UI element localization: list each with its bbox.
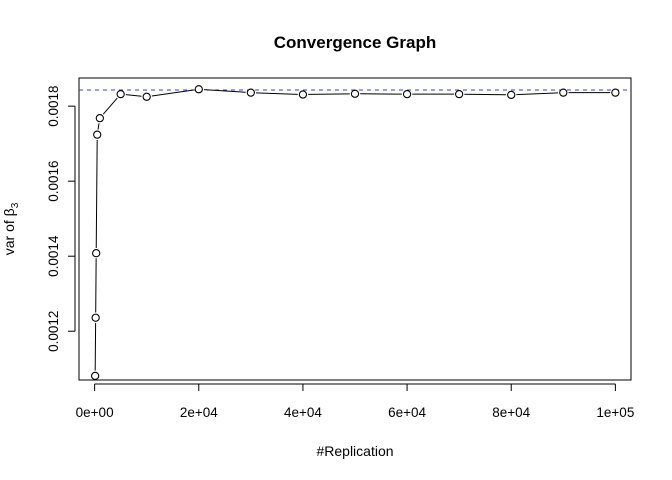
series-segment [308, 93, 350, 95]
series-segment [464, 93, 507, 96]
y-axis-label: var of β3 [1, 202, 21, 255]
y-axis-label-symbol: β [1, 208, 17, 216]
y-tick-label: 0.0012 [46, 311, 61, 352]
series-segment [516, 92, 559, 96]
y-tick-label: 0.0016 [46, 161, 61, 202]
y-axis-label-subscript: 3 [10, 202, 21, 208]
series-segment [203, 89, 246, 93]
data-point [142, 92, 151, 101]
y-axis: 0.0012 0.0014 0.0016 0.0018 [46, 85, 76, 352]
data-point [611, 88, 620, 97]
x-tick-label: 1e+05 [596, 405, 634, 420]
series-segment [97, 123, 100, 130]
series-segment [102, 97, 118, 115]
data-point [298, 90, 308, 99]
data-point [90, 371, 100, 381]
x-tick-label: 8e+04 [492, 405, 530, 420]
data-point [350, 89, 360, 98]
data-point [194, 85, 203, 94]
y-tick-label: 0.0014 [46, 235, 61, 277]
x-tick-label: 0e+00 [76, 405, 114, 420]
data-point [93, 130, 102, 139]
series-segment [95, 139, 98, 249]
data-point [116, 89, 125, 99]
chart-title: Convergence Graph [274, 33, 437, 52]
data-point [246, 88, 255, 97]
x-tick-label: 2e+04 [180, 405, 218, 420]
data-point [455, 89, 464, 99]
data-point [402, 89, 412, 99]
x-axis-label: #Replication [316, 443, 393, 459]
data-point [559, 88, 568, 97]
series-segment [256, 92, 298, 95]
data-point [95, 113, 104, 123]
data-point [507, 90, 516, 100]
x-axis: 0e+00 2e+04 4e+04 6e+04 8e+04 1e+05 [76, 383, 634, 420]
plot-frame [78, 77, 632, 381]
x-tick-label: 6e+04 [388, 405, 426, 420]
series-segment [151, 89, 194, 97]
x-tick-label: 4e+04 [284, 405, 322, 420]
data-point [92, 249, 101, 258]
y-axis-label-prefix: var of [1, 216, 17, 255]
series-line-group [94, 89, 611, 371]
data-points-group [90, 85, 620, 381]
data-point [91, 313, 100, 322]
y-tick-label: 0.0018 [46, 85, 61, 126]
series-segment [125, 94, 142, 97]
